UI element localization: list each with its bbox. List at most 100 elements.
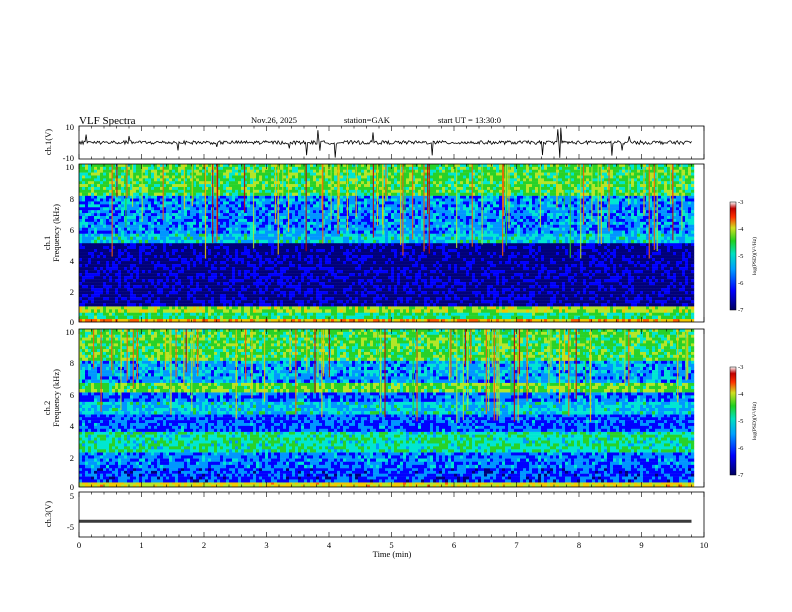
ch1-spectrogram-cell: [433, 273, 437, 277]
ch1-spectrogram-cell: [280, 312, 284, 316]
ch1-spectrogram-cell: [388, 312, 392, 316]
ch1-spectrogram-cell: [406, 276, 410, 280]
ch1-spectrogram-cell: [310, 261, 314, 265]
ch1-spectrogram-cell: [289, 285, 293, 289]
ch1-spectrogram-cell: [262, 249, 266, 253]
ch1-spectrogram-cell: [346, 258, 350, 262]
ch1-spectrogram-cell: [199, 267, 203, 271]
ch1-spectrogram-cell: [499, 276, 503, 280]
ch1-spectrogram-cell: [331, 288, 335, 292]
ch1-spectrogram-cell: [214, 315, 218, 320]
ch1-spectrogram-cell: [334, 267, 338, 271]
ch1-spectrogram-cell: [544, 264, 548, 268]
ch1-spectrogram-cell: [415, 270, 419, 274]
ch1-spectrogram-cell: [319, 276, 323, 280]
ch1-spectrogram-cell: [283, 255, 287, 259]
ch1-spectrogram-cell: [214, 303, 218, 307]
ch1-spectrogram-cell: [586, 285, 590, 289]
ch1-spectrogram-cell: [580, 246, 584, 250]
ch1-spectrogram-cell: [82, 291, 86, 295]
ch1-spectrogram-cell: [463, 246, 467, 250]
ch1-spectrogram-cell: [466, 252, 470, 256]
ch1-spectrogram-cell: [502, 276, 506, 280]
ch1-spectrogram-cell: [625, 270, 629, 274]
ch1-spectrogram-cell: [367, 258, 371, 262]
ch1-spectrogram-cell: [301, 318, 305, 323]
ch1-spectrogram-cell: [106, 315, 110, 320]
ch1-spectrogram-cell: [376, 315, 380, 320]
ch1-spectrogram-cell: [157, 297, 161, 301]
ch1-spectrogram-cell: [340, 276, 344, 280]
ch1-spectrogram-cell: [121, 246, 125, 250]
ch1-spectrogram-cell: [601, 252, 605, 256]
ch1-spectrogram-cell: [490, 282, 494, 286]
ch1-spectrogram-cell: [400, 273, 404, 277]
ch1-spectrogram-cell: [487, 300, 491, 304]
ch1-spectrogram-cell: [499, 297, 503, 301]
ch1-spectrogram-cell: [535, 312, 539, 316]
ch1-spectrogram-cell: [421, 303, 425, 307]
ch1-spectrogram-cell: [214, 273, 218, 277]
ch1-spectrogram-cell: [124, 282, 128, 286]
ch1-spectrogram-cell: [391, 252, 395, 256]
ch1-spectrogram-cell: [238, 270, 242, 274]
ch1-spectrogram-cell: [577, 258, 581, 262]
ch1-spectrogram-cell: [208, 279, 212, 283]
ch1-spectrogram-cell: [175, 291, 179, 295]
ch1-spectrogram-cell: [181, 273, 185, 277]
ch1-spectrogram-cell: [556, 255, 560, 259]
ch1-spectrogram-cell: [346, 285, 350, 289]
ch1-spectrogram-cell: [136, 312, 140, 316]
ch1-spectrogram-cell: [178, 270, 182, 274]
ch1-spectrogram-cell: [196, 270, 200, 274]
ch1-spectrogram-cell: [79, 297, 83, 301]
ch1-spectrogram-cell: [466, 261, 470, 265]
ch1-spectrogram-cell: [616, 288, 620, 292]
ch1-spectrogram-cell: [124, 312, 128, 316]
ch1-spectrogram-cell: [316, 318, 320, 323]
ch1-spectrogram-cell: [406, 285, 410, 289]
ch1-spectrogram-cell: [391, 300, 395, 304]
ch1-spectrogram-cell: [586, 276, 590, 280]
ch1-spectrogram-cell: [361, 270, 365, 274]
ch1-spectrogram-cell: [622, 303, 626, 307]
ch1-spectrogram-cell: [532, 312, 536, 316]
ch1-spectrogram-cell: [229, 282, 233, 286]
ch1-spectrogram-cell: [460, 318, 464, 323]
ch1-spectrogram-cell: [526, 291, 530, 295]
ch1-spectrogram-cell: [148, 276, 152, 280]
ch1-spectrogram-cell: [394, 279, 398, 283]
ch1-spectrogram-cell: [490, 249, 494, 253]
ch1-spectrogram-cell: [115, 252, 119, 256]
ch1-spectrogram-cell: [691, 309, 695, 313]
ch1-spectrogram-cell: [91, 306, 95, 310]
ch1-spectrogram-cell: [556, 279, 560, 283]
ch1-spectrogram-cell: [610, 315, 614, 320]
ch1-spectrogram-cell: [613, 261, 617, 265]
ch1-spectrogram-cell: [346, 318, 350, 323]
ch1-spectrogram-cell: [220, 291, 224, 295]
ch1-spectrogram-cell: [370, 258, 374, 262]
ch1-spectrogram-cell: [424, 291, 428, 295]
ch1-spectrogram-cell: [136, 270, 140, 274]
ch1-spectrogram-cell: [448, 300, 452, 304]
ch1-spectrogram-cell: [142, 291, 146, 295]
ch1-spectrogram-cell: [619, 285, 623, 289]
ch1-spectrogram-cell: [418, 300, 422, 304]
ch1-spectrogram-cell: [505, 246, 509, 250]
ch1-spectrogram-cell: [664, 312, 668, 316]
ch1-spectrogram-cell: [214, 282, 218, 286]
ch1-spectrogram-cell: [202, 297, 206, 301]
ch1-spectrogram-cell: [409, 309, 413, 313]
ch1-spectrogram-cell: [274, 270, 278, 274]
ch1-spectrogram-cell: [103, 261, 107, 265]
ch1-spectrogram-cell: [316, 279, 320, 283]
ch1-spectrogram-cell: [277, 288, 281, 292]
ch1-spectrogram-cell: [370, 288, 374, 292]
ch1-spectrogram-cell: [106, 273, 110, 277]
ch1-spectrogram-cell: [280, 261, 284, 265]
ch1-spectrogram-cell: [244, 306, 248, 310]
ch1-spectrogram-cell: [307, 252, 311, 256]
ch1-spectrogram-cell: [475, 282, 479, 286]
ch1-spectrogram-cell: [109, 285, 113, 289]
